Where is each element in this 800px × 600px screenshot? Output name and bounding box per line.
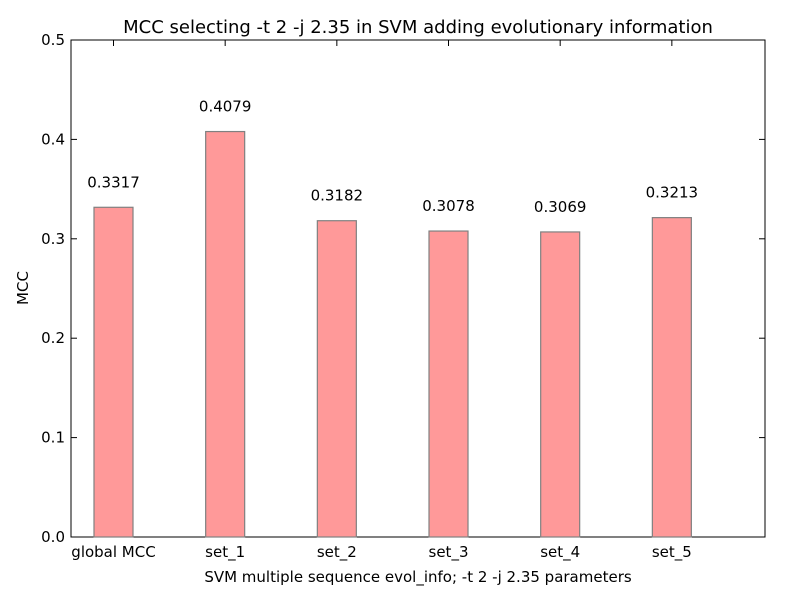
y-axis-label: MCC [14,271,32,305]
data-label: 0.3069 [534,198,587,216]
x-tick-label: set_3 [429,543,469,562]
x-tick-label: set_4 [540,543,580,562]
data-label: 0.3213 [646,184,699,202]
chart-title: MCC selecting -t 2 -j 2.35 in SVM adding… [123,17,713,38]
bar-5 [651,217,692,538]
data-label: 0.4079 [199,98,252,116]
bar-3 [428,230,469,538]
x-tick-label: set_1 [205,543,245,562]
data-label: 0.3317 [87,173,140,191]
y-tick-label: 0.4 [41,130,65,148]
x-axis-label: SVM multiple sequence evol_info; -t 2 -j… [204,568,632,587]
x-tick-label: global MCC [71,543,155,561]
y-tick-label: 0.2 [41,329,65,347]
data-label: 0.3182 [311,187,364,205]
bar-2 [316,220,357,538]
axis-ticks: 0.0 0.1 0.2 0.3 0.4 0.5 [41,31,765,546]
data-label: 0.3078 [422,197,475,215]
y-tick-label: 0.3 [41,230,65,248]
labels: global MCC 0.3317 set_1 0.4079 set_2 0.3182 se… [71,98,698,562]
bar-4 [540,231,581,538]
x-tick-label: set_5 [652,543,692,562]
y-tick-label: 0.5 [41,31,65,49]
y-tick-label: 0.0 [41,528,65,546]
bar-1 [205,130,246,538]
x-tick-label: set_2 [317,543,357,562]
bars [93,130,692,538]
bar-0 [93,206,134,538]
y-tick-label: 0.1 [41,429,65,447]
plot-frame [70,39,766,538]
